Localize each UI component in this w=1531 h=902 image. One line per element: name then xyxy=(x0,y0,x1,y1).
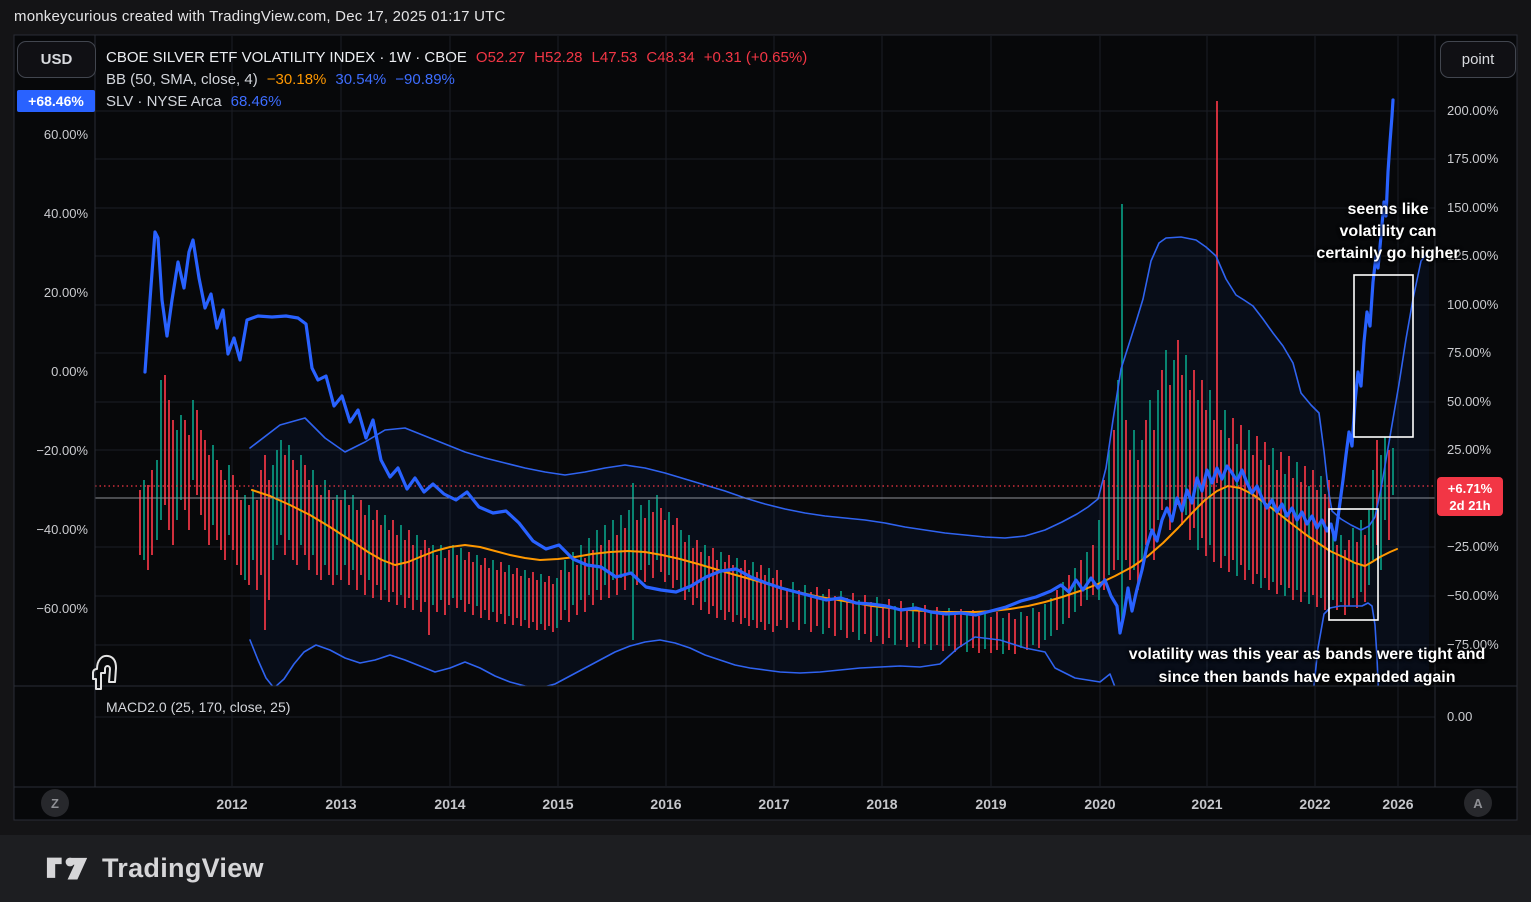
bb-basis-value: −30.18% xyxy=(266,71,327,88)
symbol-legend-row[interactable]: CBOE SILVER ETF VOLATILITY INDEX · 1W · … xyxy=(106,49,807,66)
right-axis-tick: 25.00% xyxy=(1447,442,1492,457)
left-axis-tick: −20.00% xyxy=(36,443,88,458)
right-axis-tick: 50.00% xyxy=(1447,394,1492,409)
annotation-volatility-higher[interactable]: seems like volatility can certainly go h… xyxy=(1312,199,1464,265)
bb-legend-row[interactable]: BB (50, SMA, close, 4) −30.18% 30.54% −9… xyxy=(106,71,455,88)
macd-indicator-label[interactable]: MACD2.0 (25, 170, close, 25) xyxy=(106,699,291,715)
time-axis-tick: 2020 xyxy=(1084,796,1116,812)
left-axis-tick: 20.00% xyxy=(43,285,88,300)
annotation-line: since then bands have expanded again xyxy=(1158,669,1456,686)
currency-toggle-label: USD xyxy=(40,51,73,68)
zoom-out-button[interactable]: Z xyxy=(41,789,69,817)
annotation-line: seems like xyxy=(1347,201,1429,218)
unit-toggle-label: point xyxy=(1461,51,1495,68)
bar-countdown: 2d 21h xyxy=(1449,497,1491,513)
right-axis-tick: 175.00% xyxy=(1447,151,1499,166)
time-axis-tick: 2022 xyxy=(1299,796,1331,812)
time-axis-tick: 2018 xyxy=(866,796,898,812)
right-axis-tick: 75.00% xyxy=(1447,345,1492,360)
annotation-line: volatility can xyxy=(1339,223,1437,240)
annotation-bands-expanded[interactable]: volatility was this year as bands were t… xyxy=(1068,643,1531,689)
time-axis-tick: 2013 xyxy=(325,796,357,812)
right-axis-tick: −25.00% xyxy=(1447,539,1499,554)
bb-indicator-name: BB (50, SMA, close, 4) xyxy=(106,71,258,88)
annotation-line: volatility was this year as bands were t… xyxy=(1128,646,1486,663)
tradingview-logo-icon[interactable] xyxy=(46,854,88,884)
right-axis-tick: 125.00% xyxy=(1447,248,1499,263)
time-axis-tick: 2015 xyxy=(542,796,574,812)
current-bar-badge: +6.71% 2d 21h xyxy=(1437,477,1503,516)
right-axis-tick: 150.00% xyxy=(1447,200,1499,215)
open-value: O52.27 xyxy=(475,49,526,66)
right-axis-tick: −75.00% xyxy=(1447,637,1499,652)
low-value: L47.53 xyxy=(591,49,638,66)
left-axis-tick: −60.00% xyxy=(36,601,88,616)
time-axis-tick: 2021 xyxy=(1191,796,1223,812)
annotation-line: certainly go higher xyxy=(1316,245,1460,262)
left-axis-tick: 40.00% xyxy=(43,206,88,221)
current-bar-change: +6.71% xyxy=(1447,480,1493,496)
unit-toggle-button[interactable]: point xyxy=(1440,41,1516,78)
sticker-thumb-icon[interactable] xyxy=(88,644,122,692)
time-axis-tick: 2026 xyxy=(1382,796,1414,812)
left-axis-tick: 0.00% xyxy=(51,364,88,379)
bb-upper-value: 30.54% xyxy=(335,71,387,88)
attribution-text: monkeycurious created with TradingView.c… xyxy=(14,8,506,25)
attribution-bar: monkeycurious created with TradingView.c… xyxy=(14,8,506,25)
time-axis-tick: 2012 xyxy=(216,796,248,812)
slv-legend-row[interactable]: SLV · NYSE Arca 68.46% xyxy=(106,93,281,110)
right-axis-tick: 200.00% xyxy=(1447,103,1499,118)
time-axis-tick: 2017 xyxy=(758,796,790,812)
auto-scale-button[interactable]: A xyxy=(1464,789,1492,817)
close-value: C48.34 xyxy=(646,49,695,66)
time-axis-tick: 2016 xyxy=(650,796,682,812)
change-value: +0.31 (+0.65%) xyxy=(703,49,808,66)
time-axis-tick: 2014 xyxy=(434,796,466,812)
symbol-title: CBOE SILVER ETF VOLATILITY INDEX · 1W · … xyxy=(106,49,467,66)
macd-zero-label: 0.00 xyxy=(1447,709,1473,724)
time-axis-tick: 2019 xyxy=(975,796,1007,812)
right-axis-tick: 100.00% xyxy=(1447,297,1499,312)
currency-toggle-button[interactable]: USD xyxy=(17,41,96,78)
bb-lower-value: −90.89% xyxy=(395,71,455,88)
tradingview-wordmark[interactable]: TradingView xyxy=(102,853,264,883)
slv-price-badge: +68.46% xyxy=(17,90,95,112)
footer-bar: TradingView xyxy=(0,835,1531,902)
high-value: H52.28 xyxy=(534,49,583,66)
slv-series-name: SLV · NYSE Arca xyxy=(106,93,222,110)
left-axis-tick: −40.00% xyxy=(36,522,88,537)
right-axis-tick: −50.00% xyxy=(1447,588,1499,603)
slv-change-value: 68.46% xyxy=(230,93,282,110)
left-axis-tick: 60.00% xyxy=(43,127,88,142)
